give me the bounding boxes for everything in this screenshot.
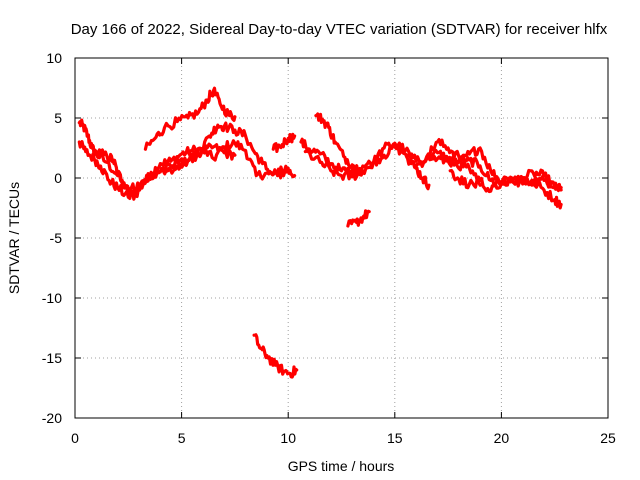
series-line-track-l xyxy=(448,168,482,190)
series-line-track-j xyxy=(406,157,431,191)
y-axis-label: SDTVAR / TECUs xyxy=(6,182,22,294)
axis-ticks: 0 5 10 15 20 25 -20 -15 -10 -5 0 5 10 xyxy=(42,50,616,446)
y-tick-label: -5 xyxy=(50,230,63,246)
x-tick-label: 15 xyxy=(387,430,403,446)
series-line-track-m xyxy=(346,209,371,228)
x-tick-label: 10 xyxy=(280,430,296,446)
x-tick-label: 20 xyxy=(494,430,510,446)
series-line-track-d xyxy=(143,86,237,151)
y-tick-label: -10 xyxy=(42,290,62,306)
series-line-track-i xyxy=(314,112,365,177)
data-series xyxy=(77,86,563,379)
series-line-track-e xyxy=(162,121,290,177)
y-tick-label: 5 xyxy=(54,110,62,126)
y-tick-label: -20 xyxy=(42,410,62,426)
x-tick-label: 25 xyxy=(600,430,616,446)
y-tick-label: 0 xyxy=(54,170,62,186)
series-line-track-n xyxy=(252,333,299,379)
chart-title: Day 166 of 2022, Sidereal Day-to-day VTE… xyxy=(71,21,608,38)
x-tick-label: 0 xyxy=(71,430,79,446)
y-tick-label: 10 xyxy=(46,50,62,66)
series-line-track-f xyxy=(271,132,297,153)
y-tick-label: -15 xyxy=(42,350,62,366)
series-line-track-k xyxy=(427,138,563,194)
series-line-track-h xyxy=(303,141,563,210)
x-axis-label: GPS time / hours xyxy=(288,458,395,474)
x-tick-label: 5 xyxy=(178,430,186,446)
